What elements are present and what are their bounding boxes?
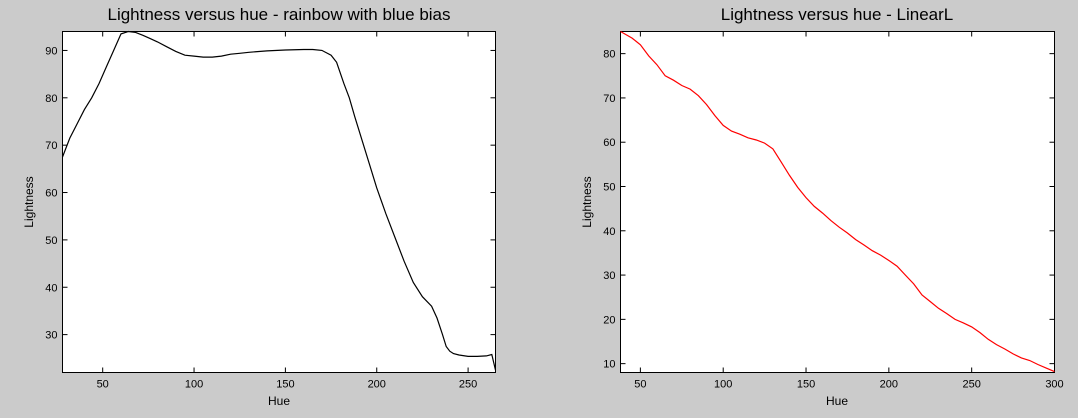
ticks-rainbow: 50 100 150 200 250 30 40 50 60 70 80 90 <box>45 31 496 391</box>
x-tick-label-linearl-50: 50 <box>634 379 646 391</box>
x-axis-label-rainbow: Hue <box>268 394 290 408</box>
ticks-linearl: 50 100 150 200 250 300 10 20 30 40 50 60 70 80 <box>603 31 1064 391</box>
y-tick-label-linearl-60: 60 <box>603 137 615 149</box>
x-tick-label-rainbow-100: 100 <box>185 379 203 391</box>
x-tick-label-rainbow-150: 150 <box>276 379 294 391</box>
x-tick-label-linearl-300: 300 <box>1045 379 1063 391</box>
y-tick-label-rainbow-90: 90 <box>45 45 57 57</box>
x-tick-label-linearl-250: 250 <box>962 379 980 391</box>
plot-area-linearl <box>620 31 1055 373</box>
y-tick-label-linearl-20: 20 <box>603 314 615 326</box>
y-tick-label-rainbow-40: 40 <box>45 282 57 294</box>
y-tick-label-rainbow-60: 60 <box>45 188 57 200</box>
x-tick-label-linearl-200: 200 <box>880 379 898 391</box>
x-tick-label-rainbow-200: 200 <box>368 379 386 391</box>
chart-rainbow: Lightness versus hue - rainbow with blue… <box>22 5 497 408</box>
chart-title-rainbow: Lightness versus hue - rainbow with blue… <box>107 5 450 24</box>
chart-linearl: Lightness versus hue - LinearL Hue Light… <box>580 5 1064 408</box>
plot-area-rainbow <box>62 31 496 373</box>
x-axis-label-linearl: Hue <box>826 394 848 408</box>
series-line-rainbow <box>61 30 497 371</box>
x-tick-label-linearl-150: 150 <box>797 379 815 391</box>
y-tick-label-rainbow-70: 70 <box>45 140 57 152</box>
x-tick-label-rainbow-250: 250 <box>459 379 477 391</box>
x-tick-label-rainbow-50: 50 <box>97 379 109 391</box>
y-axis-label-rainbow: Lightness <box>22 176 36 227</box>
y-tick-label-linearl-40: 40 <box>603 226 615 238</box>
y-tick-label-linearl-50: 50 <box>603 182 615 194</box>
x-tick-label-linearl-100: 100 <box>714 379 732 391</box>
chart-title-linearl: Lightness versus hue - LinearL <box>721 5 953 24</box>
y-tick-label-linearl-30: 30 <box>603 270 615 282</box>
series-line-linearl <box>620 30 1055 373</box>
y-tick-label-linearl-80: 80 <box>603 49 615 61</box>
y-tick-label-rainbow-30: 30 <box>45 330 57 342</box>
y-tick-label-rainbow-80: 80 <box>45 93 57 105</box>
y-axis-label-linearl: Lightness <box>580 176 594 227</box>
y-tick-label-rainbow-50: 50 <box>45 235 57 247</box>
y-tick-label-linearl-70: 70 <box>603 93 615 105</box>
y-tick-label-linearl-10: 10 <box>603 359 615 371</box>
